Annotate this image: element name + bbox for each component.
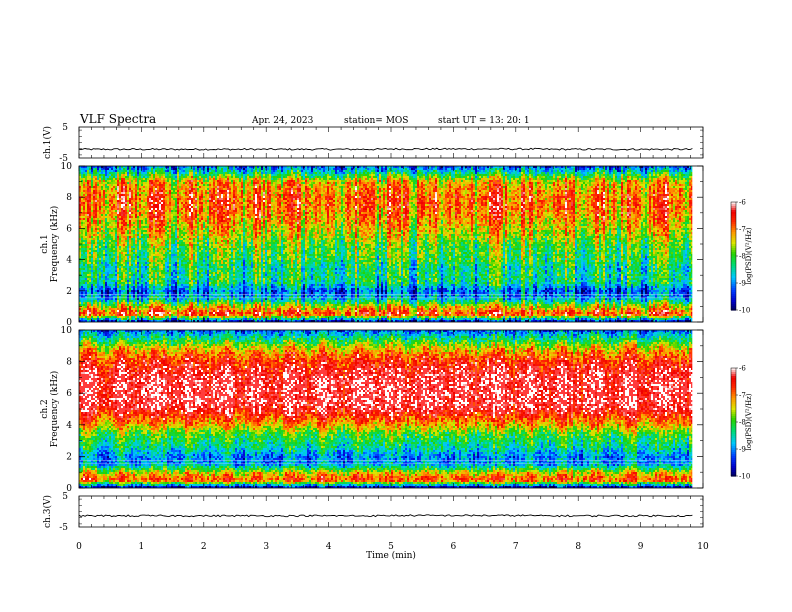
figure-title: VLF Spectra xyxy=(79,112,156,126)
ch3wave-ytick-label: 5 xyxy=(62,492,68,502)
cbar2-tick-label: -10 xyxy=(739,473,750,481)
cbar2-label: log(PSD)(V²/Hz) xyxy=(745,393,753,450)
time-tick-label: 8 xyxy=(575,542,581,552)
vlf-figure: VLF Spectra Apr. 24, 2023 station= MOS s… xyxy=(0,0,792,612)
ch2spec-ytick-label: 10 xyxy=(61,326,73,336)
ch1spec-image xyxy=(79,166,692,322)
ch1-waveform-panel: 5-5ch.1(V) xyxy=(42,123,703,164)
ch1spec-ytick-label: 2 xyxy=(66,287,72,297)
cbar2-gradient xyxy=(731,368,736,477)
ch1spec-ytick-label: 6 xyxy=(66,224,72,234)
ch3wave-ylabel: ch.3(V) xyxy=(42,495,53,528)
ch1wave-ytick-label: 5 xyxy=(62,123,68,133)
ch2spec-ytick-label: 8 xyxy=(66,358,72,368)
ch3-waveform-panel: 5 -5 ch.3(V) xyxy=(42,492,703,533)
ch1spec-ytick-label: 4 xyxy=(66,256,72,266)
cbar1-tick-label: -10 xyxy=(739,307,750,315)
time-tick-label: 4 xyxy=(326,542,332,552)
ch1spec-ylabel-channel: ch.1 xyxy=(40,234,50,253)
ch3wave-ytick-label: -5 xyxy=(59,523,68,533)
time-tick-label: 3 xyxy=(263,542,269,552)
cbar1-label: log(PSD)(V²/Hz) xyxy=(745,227,753,284)
date-label: Apr. 24, 2023 xyxy=(251,116,314,126)
time-tick-label: 7 xyxy=(513,542,519,552)
time-tick-label: 10 xyxy=(697,542,709,552)
ch2spec-ytick-label: 6 xyxy=(66,389,72,399)
start-time-label: start UT = 13: 20: 1 xyxy=(438,116,530,126)
ch2spec-image xyxy=(79,330,692,488)
ch2spec-ylabel-frequency: Frequency (kHz) xyxy=(49,371,60,448)
time-tick-label: 0 xyxy=(76,542,82,552)
time-tick-label: 9 xyxy=(638,542,644,552)
cbar1-tick-label: -6 xyxy=(739,199,746,207)
ch1spec-ytick-label: 8 xyxy=(66,193,72,203)
ch2spec-ylabel-channel: ch.2 xyxy=(40,399,50,418)
time-tick-label: 6 xyxy=(451,542,457,552)
time-tick-label: 2 xyxy=(201,542,207,552)
ch2spec-ytick-label: 4 xyxy=(66,421,72,431)
ch1spec-ytick-label: 10 xyxy=(61,162,73,172)
time-tick-label: 1 xyxy=(139,542,145,552)
ch2spec-ytick-label: 2 xyxy=(66,452,72,462)
time-axis-label: Time (min) xyxy=(366,550,416,561)
cbar1-gradient xyxy=(731,202,736,311)
cbar2-tick-label: -6 xyxy=(739,365,746,373)
ch1wave-ylabel: ch.1(V) xyxy=(42,126,53,159)
ch3wave-trace xyxy=(79,515,692,517)
ch1spec-ylabel-frequency: Frequency (kHz) xyxy=(49,206,60,283)
station-label: station= MOS xyxy=(344,116,408,126)
ch1wave-trace xyxy=(79,148,692,150)
